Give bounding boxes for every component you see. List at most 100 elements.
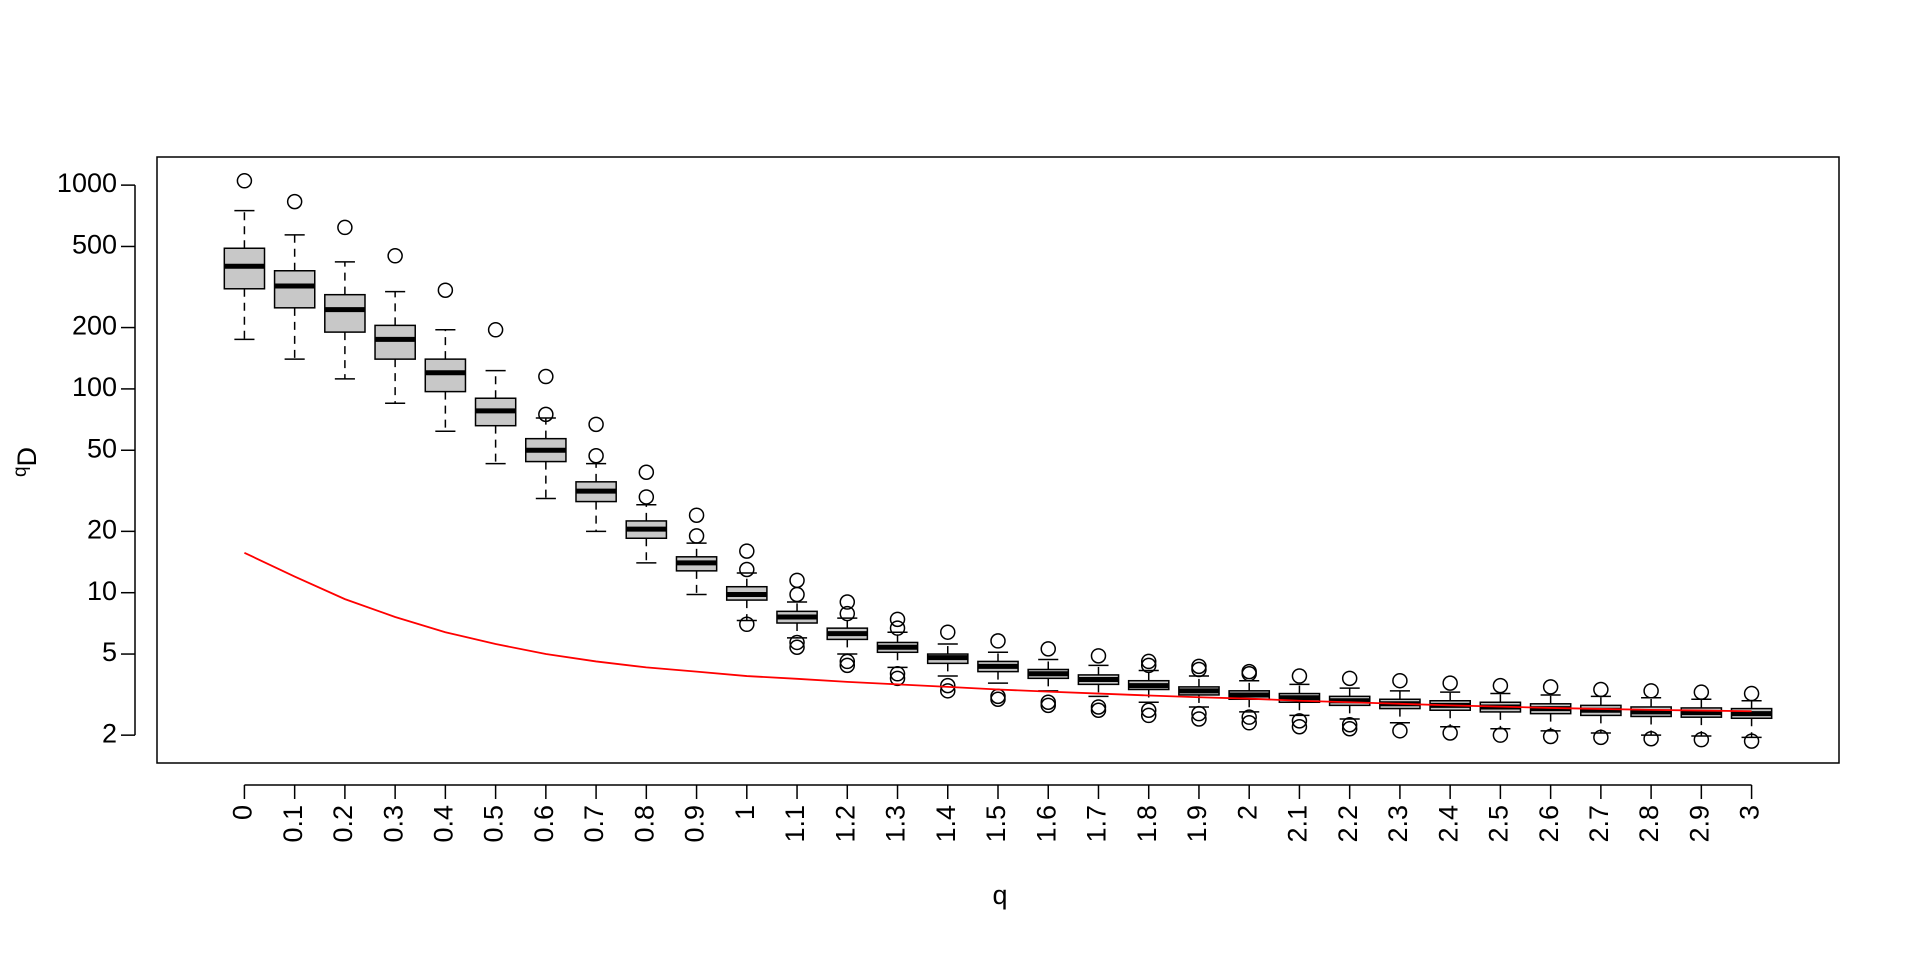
outlier [1191, 661, 1207, 678]
x-tick-label: 0.2 [328, 805, 358, 843]
outlier [1291, 718, 1308, 735]
box [324, 293, 366, 333]
x-tick-label: 2.2 [1333, 805, 1363, 843]
x-tick-label: 1.3 [881, 805, 911, 843]
outlier [1191, 705, 1207, 722]
outlier [1241, 663, 1257, 680]
y-tick-label: 2 [102, 718, 117, 748]
y-tick-label: 100 [72, 372, 117, 402]
outlier [1341, 720, 1358, 737]
outlier [940, 624, 956, 640]
outlier [889, 611, 906, 628]
x-tick-label: 0.6 [529, 805, 559, 843]
x-tick-label: 1.8 [1132, 805, 1162, 843]
x-tick-label: 0.5 [479, 805, 509, 843]
outlier [1090, 648, 1107, 664]
outlier [940, 683, 956, 699]
outlier [1090, 699, 1107, 715]
x-tick-label: 2 [1232, 805, 1262, 820]
x-tick-label: 2.8 [1634, 805, 1664, 843]
y-tick-label: 10 [87, 576, 117, 606]
outlier [839, 653, 856, 670]
outlier [839, 605, 856, 622]
outlier [688, 528, 705, 544]
outlier [789, 572, 805, 589]
outlier [1040, 697, 1056, 714]
outlier [286, 193, 303, 210]
y-tick-label: 200 [72, 311, 117, 341]
outlier [437, 282, 454, 298]
outlier [588, 416, 604, 433]
x-tick-label: 0.3 [378, 805, 408, 843]
outlier [990, 691, 1006, 708]
outlier [839, 594, 856, 610]
x-tick-label: 2.9 [1684, 805, 1714, 843]
outlier [1593, 729, 1609, 746]
x-tick-label: 0.8 [629, 805, 659, 843]
y-tick-label: 50 [87, 433, 117, 463]
x-tick-label: 1 [730, 805, 760, 820]
x-tick-label: 0 [228, 805, 258, 820]
outlier [1191, 658, 1207, 675]
x-axis-label: q [992, 880, 1007, 910]
x-tick-label: 2.1 [1283, 805, 1313, 843]
y-axis-label-superscript: q [10, 466, 31, 477]
outlier [1593, 681, 1609, 698]
x-tick-label: 0.1 [278, 805, 308, 843]
outlier [1140, 657, 1157, 674]
outlier [1341, 670, 1358, 687]
outlier [889, 670, 906, 687]
outlier [1040, 694, 1056, 711]
x-tick-label: 1.5 [981, 805, 1011, 843]
x-tick-label: 2.5 [1484, 805, 1514, 843]
outlier [1140, 702, 1157, 718]
outlier [1140, 653, 1157, 670]
x-tick-label: 2.6 [1534, 805, 1564, 843]
outlier [1140, 707, 1157, 724]
outlier [1291, 713, 1308, 729]
x-tick-label: 0.9 [680, 805, 710, 843]
x-tick-label: 0.7 [579, 805, 609, 843]
outlier [1341, 716, 1358, 733]
x-tick-label: 2.3 [1383, 805, 1413, 843]
y-axis-label: qD [10, 447, 42, 477]
outlier [940, 677, 956, 694]
outlier [1442, 675, 1458, 691]
outlier [538, 368, 554, 385]
outlier [789, 634, 805, 651]
outlier [990, 688, 1006, 705]
x-tick-label: 3 [1735, 805, 1765, 820]
plot-frame [156, 156, 1840, 764]
outlier [638, 489, 655, 505]
outlier [588, 447, 604, 464]
outlier [1643, 731, 1659, 747]
box [374, 324, 416, 360]
outlier [1492, 727, 1509, 743]
outlier [839, 657, 856, 674]
outlier [1241, 715, 1257, 731]
outlier [236, 173, 253, 189]
outlier [1693, 684, 1710, 700]
outlier [739, 543, 755, 559]
outlier [739, 616, 755, 633]
box [273, 270, 316, 309]
y-tick-label: 500 [72, 230, 117, 260]
outlier [1191, 711, 1207, 727]
outlier [990, 633, 1006, 649]
x-tick-label: 1.4 [931, 805, 961, 843]
outlier [688, 507, 705, 523]
outlier [1492, 677, 1509, 694]
outlier [1040, 641, 1056, 657]
y-axis-label-main: D [12, 447, 42, 467]
outlier [889, 666, 906, 682]
x-tick-label: 2.7 [1584, 805, 1614, 843]
outlier [1542, 728, 1559, 745]
box [424, 358, 467, 393]
outlier [1643, 683, 1659, 699]
outlier [789, 639, 805, 655]
outlier [789, 586, 805, 603]
outlier [1392, 723, 1408, 739]
outlier [1743, 733, 1760, 749]
outlier [1241, 709, 1257, 725]
